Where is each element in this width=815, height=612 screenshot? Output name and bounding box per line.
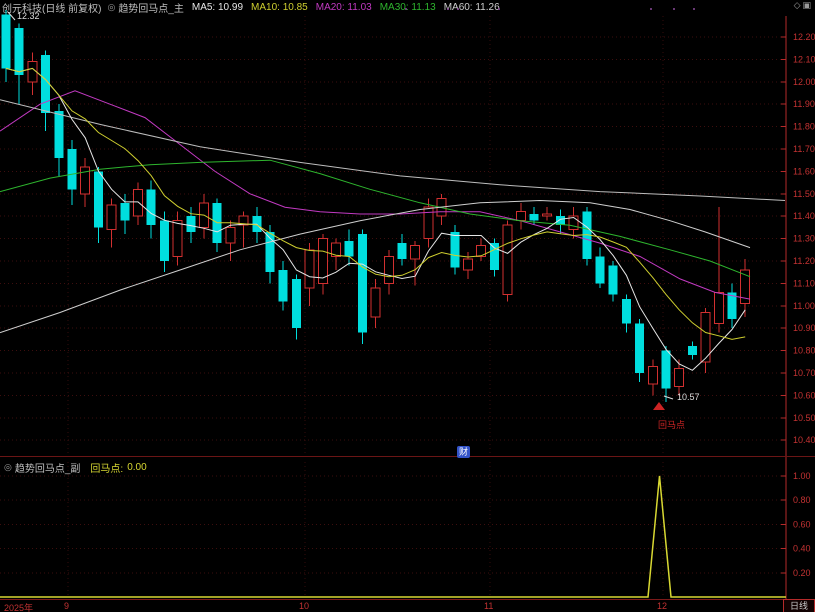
diamond-icon[interactable]: ◇ xyxy=(793,0,803,10)
svg-text:10.60: 10.60 xyxy=(793,390,815,400)
svg-text:12.10: 12.10 xyxy=(793,54,815,64)
sub-chart-header: ◎ 趋势回马点_副 回马点: 0.00 xyxy=(0,460,147,475)
x-axis-label: 9 xyxy=(64,601,70,611)
svg-text:11.20: 11.20 xyxy=(793,256,815,266)
svg-text:0.20: 0.20 xyxy=(793,568,811,578)
svg-text:10.80: 10.80 xyxy=(793,346,815,356)
ma20-legend: MA20: 11.03 xyxy=(315,2,372,13)
svg-text:11.00: 11.00 xyxy=(793,301,815,311)
decor-dot xyxy=(457,8,459,10)
svg-text:12.20: 12.20 xyxy=(793,32,815,42)
x-axis-label: 11 xyxy=(484,601,494,611)
svg-text:10.70: 10.70 xyxy=(793,368,815,378)
indicator-circle-icon[interactable]: ◎ xyxy=(107,2,116,12)
x-axis-label: 2025年 xyxy=(4,603,34,612)
decor-dot xyxy=(673,8,675,10)
svg-text:10.50: 10.50 xyxy=(793,413,815,423)
svg-text:12.00: 12.00 xyxy=(793,77,815,87)
svg-text:10.90: 10.90 xyxy=(793,323,815,333)
svg-text:11.70: 11.70 xyxy=(793,144,815,154)
svg-text:0.60: 0.60 xyxy=(793,519,811,529)
x-axis-label: 12 xyxy=(657,601,668,611)
finance-flag-badge[interactable]: 财 xyxy=(457,446,470,458)
chart-header: 创元科技(日线 前复权) ◎ 趋势回马点_主 MA5: 10.99 MA10: … xyxy=(0,0,815,15)
series-value: 0.00 xyxy=(127,461,147,473)
svg-text:10.57: 10.57 xyxy=(677,392,700,402)
indicator-circle-icon[interactable]: ◎ xyxy=(4,461,12,472)
svg-text:12.32: 12.32 xyxy=(17,11,40,21)
decor-dot xyxy=(498,8,500,10)
decor-dot xyxy=(405,8,407,10)
svg-text:11.80: 11.80 xyxy=(793,122,815,132)
svg-text:0.40: 0.40 xyxy=(793,544,811,554)
svg-text:11.30: 11.30 xyxy=(793,234,815,244)
ma5-legend: MA5: 10.99 xyxy=(191,2,244,13)
sub-indicator-name[interactable]: 趋势回马点_副 xyxy=(14,463,81,475)
ma30-legend: MA30: 11.13 xyxy=(379,2,436,13)
window-icon[interactable]: ▣ xyxy=(802,0,813,10)
stock-title: 创元科技(日线 前复权) xyxy=(2,4,102,15)
x-axis-label: 10 xyxy=(299,601,310,611)
svg-text:11.90: 11.90 xyxy=(793,99,815,109)
svg-text:11.50: 11.50 xyxy=(793,189,815,199)
x-axis-bar: 2025年 9 10 11 12 xyxy=(0,599,815,612)
ma60-legend: MA60: 11.26 xyxy=(443,2,500,13)
svg-text:0.80: 0.80 xyxy=(793,495,811,505)
svg-text:11.10: 11.10 xyxy=(793,278,815,288)
svg-text:10.40: 10.40 xyxy=(793,435,815,445)
series-label: 回马点: xyxy=(90,463,124,475)
decor-dot xyxy=(447,8,449,10)
decor-dot xyxy=(650,8,652,10)
decor-dot xyxy=(693,8,695,10)
header-corner-icons[interactable]: ◇▣ xyxy=(794,0,813,11)
ma10-legend: MA10: 10.85 xyxy=(251,2,308,13)
svg-text:11.40: 11.40 xyxy=(793,211,815,221)
period-selector[interactable]: 日线 xyxy=(783,599,815,612)
svg-text:回马点: 回马点 xyxy=(658,420,685,430)
svg-text:11.60: 11.60 xyxy=(793,166,815,176)
svg-text:1.00: 1.00 xyxy=(793,471,811,481)
main-indicator-name[interactable]: 趋势回马点_主 xyxy=(118,4,184,15)
panel-divider[interactable] xyxy=(0,456,815,457)
